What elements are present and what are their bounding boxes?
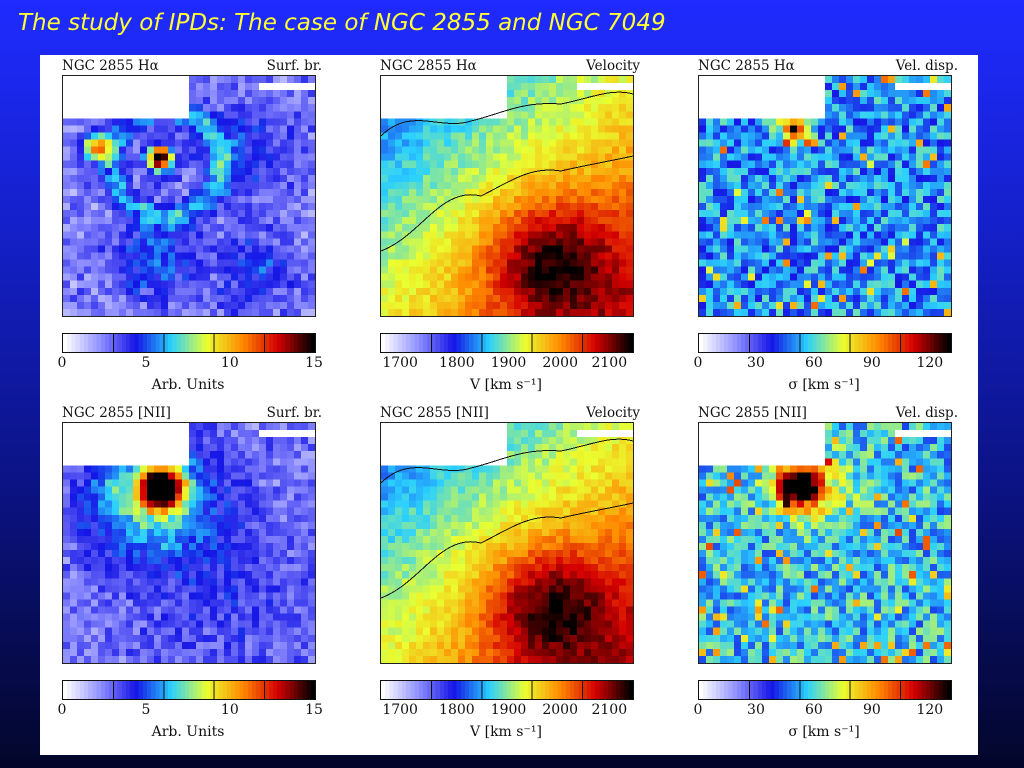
colorbar-tick-label: 90 (862, 702, 881, 718)
panel-object-label: NGC 2855 [NII] (62, 405, 171, 421)
map-image (62, 422, 316, 664)
panel-header: NGC 2855 [NII] Vel. disp. (698, 405, 958, 421)
panel-quantity-label: Velocity (586, 58, 640, 74)
colorbar-ticks: 0 5 10 15 (58, 355, 323, 373)
colorbar (62, 333, 316, 353)
panel-nii-velocity-dispersion: NGC 2855 [NII] Vel. disp. 0 30 60 90 120… (676, 402, 958, 747)
map-image (698, 422, 952, 664)
colorbar-tick-label: 1900 (490, 702, 527, 718)
map-image (698, 75, 952, 317)
colorbar-tick-label: 1700 (382, 702, 418, 718)
panel-halpha-surface-brightness: NGC 2855 Hα Surf. br. 0 5 10 15 Arb. Uni… (40, 55, 323, 400)
colorbar-tick-label: 5 (141, 355, 151, 371)
panel-quantity-label: Surf. br. (266, 58, 322, 74)
colorbar (698, 333, 952, 353)
colorbar-tick-label: 1700 (382, 355, 418, 371)
panel-nii-surface-brightness: NGC 2855 [NII] Surf. br. 0 5 10 15 Arb. … (40, 402, 323, 747)
panel-header: NGC 2855 Hα Velocity (380, 58, 640, 74)
colorbar-tick-label: 30 (747, 355, 765, 371)
panel-object-label: NGC 2855 Hα (62, 58, 159, 74)
panel-object-label: NGC 2855 Hα (380, 58, 477, 74)
colorbar-tick-label: 120 (916, 702, 944, 718)
panel-quantity-label: Vel. disp. (895, 58, 958, 74)
colorbar-label: V [km s⁻¹] (470, 724, 542, 740)
colorbar-tick-label: 90 (862, 355, 881, 371)
colorbar-label: σ [km s⁻¹] (788, 724, 860, 740)
colorbar-ticks: 0 30 60 90 120 (694, 355, 950, 373)
colorbar-tick-label: 2000 (542, 355, 578, 371)
map-image (380, 422, 634, 664)
panel-halpha-velocity: NGC 2855 Hα Velocity 1700 1800 1900 2000… (358, 55, 640, 400)
colorbar-label: Arb. Units (151, 724, 225, 740)
figure-panel-grid: NGC 2855 Hα Surf. br. 0 5 10 15 Arb. Uni… (40, 55, 978, 755)
colorbar (380, 333, 634, 353)
panel-object-label: NGC 2855 [NII] (380, 405, 489, 421)
colorbar-tick-label: 2100 (591, 702, 628, 718)
colorbar-tick-label: 10 (220, 702, 239, 718)
slide-title: The study of IPDs: The case of NGC 2855 … (18, 10, 666, 36)
panel-header: NGC 2855 Hα Vel. disp. (698, 58, 958, 74)
colorbar-tick-label: 15 (305, 355, 323, 371)
panel-halpha-velocity-dispersion: NGC 2855 Hα Vel. disp. 0 30 60 90 120 σ … (676, 55, 958, 400)
colorbar-ticks: 1700 1800 1900 2000 2100 (380, 355, 632, 373)
map-image (62, 75, 316, 317)
colorbar-tick-label: 30 (747, 702, 765, 718)
colorbar-tick-label: 2100 (591, 355, 628, 371)
panel-header: NGC 2855 Hα Surf. br. (62, 58, 322, 74)
colorbar-tick-label: 60 (804, 702, 823, 718)
panel-header: NGC 2855 [NII] Velocity (380, 405, 640, 421)
panel-nii-velocity: NGC 2855 [NII] Velocity 1700 1800 1900 2… (358, 402, 640, 747)
colorbar-tick-label: 15 (305, 702, 323, 718)
colorbar-tick-label: 0 (693, 702, 703, 718)
colorbar-label: Arb. Units (151, 377, 225, 393)
colorbar (380, 680, 634, 700)
panel-quantity-label: Vel. disp. (895, 405, 958, 421)
colorbar-tick-label: 10 (220, 355, 239, 371)
colorbar-tick-label: 5 (141, 702, 151, 718)
panel-quantity-label: Surf. br. (266, 405, 322, 421)
colorbar-ticks: 0 5 10 15 (58, 702, 323, 720)
colorbar-label: σ [km s⁻¹] (788, 377, 860, 393)
colorbar-tick-label: 0 (57, 702, 67, 718)
colorbar-ticks: 1700 1800 1900 2000 2100 (380, 702, 632, 720)
colorbar-tick-label: 1800 (439, 702, 475, 718)
colorbar (698, 680, 952, 700)
colorbar (62, 680, 316, 700)
colorbar-tick-label: 1800 (439, 355, 475, 371)
colorbar-tick-label: 2000 (542, 702, 578, 718)
panel-quantity-label: Velocity (586, 405, 640, 421)
colorbar-tick-label: 0 (57, 355, 67, 371)
colorbar-ticks: 0 30 60 90 120 (694, 702, 950, 720)
map-image (380, 75, 634, 317)
colorbar-tick-label: 120 (916, 355, 944, 371)
colorbar-tick-label: 60 (804, 355, 823, 371)
panel-object-label: NGC 2855 Hα (698, 58, 795, 74)
panel-header: NGC 2855 [NII] Surf. br. (62, 405, 322, 421)
colorbar-label: V [km s⁻¹] (470, 377, 542, 393)
colorbar-tick-label: 1900 (490, 355, 527, 371)
colorbar-tick-label: 0 (693, 355, 703, 371)
panel-object-label: NGC 2855 [NII] (698, 405, 807, 421)
